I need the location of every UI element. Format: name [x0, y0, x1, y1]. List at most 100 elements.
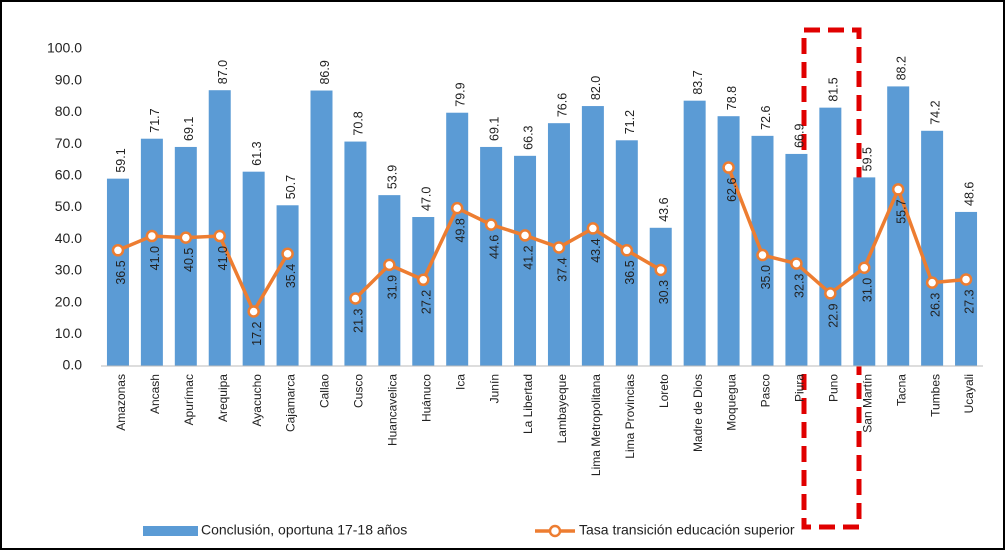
line-value-label: 17.2: [250, 321, 264, 345]
x-tick-label: Moquegua: [725, 374, 739, 431]
bar-value-label: 70.8: [352, 111, 366, 135]
bar-value-label: 59.1: [114, 148, 128, 172]
x-tick-label: Puno: [827, 374, 841, 402]
line-value-label: 26.3: [928, 293, 942, 317]
line-value-label: 30.3: [657, 280, 671, 304]
bar: [921, 130, 944, 366]
line-value-label: 41.0: [148, 246, 162, 270]
x-tick-label: Apurímac: [182, 374, 196, 425]
bar-value-label: 87.0: [216, 60, 230, 84]
x-tick-label: Junín: [487, 374, 501, 403]
x-tick-label: Ancash: [148, 374, 162, 414]
y-tick-label: 80.0: [55, 103, 82, 119]
bar-value-label: 48.6: [962, 182, 976, 206]
bar: [887, 86, 910, 366]
x-tick-label: Huancavelica: [386, 374, 400, 446]
bar: [514, 155, 537, 366]
bar-value-label: 74.2: [928, 100, 942, 124]
y-tick-label: 60.0: [55, 167, 82, 183]
bar-value-label: 47.0: [420, 187, 434, 211]
line-point: [790, 257, 803, 270]
bar: [140, 138, 163, 366]
bar-value-label: 72.6: [759, 105, 773, 129]
bar-value-label: 83.7: [691, 70, 705, 94]
line-value-label: 49.8: [453, 218, 467, 242]
line-point: [145, 229, 159, 243]
bar-value-label: 53.9: [386, 165, 400, 189]
line-point: [824, 287, 837, 300]
y-tick-label: 30.0: [55, 262, 82, 278]
bar-value-label: 78.8: [725, 86, 739, 110]
line-value-label: 35.4: [284, 264, 298, 288]
line-point: [247, 305, 260, 318]
x-tick-label: Cajamarca: [284, 374, 298, 432]
bar-value-label: 88.2: [894, 56, 908, 80]
bar-value-label: 71.2: [623, 110, 637, 134]
x-tick-label: Cusco: [352, 374, 366, 408]
legend-label: Conclusión, oportuna 17-18 años: [201, 522, 407, 538]
line-point: [552, 241, 566, 254]
bar-value-label: 59.5: [861, 147, 875, 171]
line-value-label: 37.4: [555, 257, 569, 281]
bar: [208, 90, 231, 367]
bar: [106, 178, 129, 366]
bar-value-label: 50.7: [284, 175, 298, 199]
x-tick-label: Arequipa: [216, 374, 230, 422]
bar-value-label: 79.9: [453, 82, 467, 106]
line-value-label: 36.5: [114, 260, 128, 284]
line-point: [484, 218, 498, 231]
line-value-label: 41.0: [216, 246, 230, 270]
line-point: [281, 247, 294, 261]
line-value-label: 43.4: [589, 238, 603, 262]
line-point: [111, 244, 125, 257]
bar: [446, 112, 469, 366]
bar: [480, 146, 503, 366]
line-point: [925, 276, 939, 289]
legend-label: Tasa transición educación superior: [579, 522, 795, 538]
line-point: [858, 261, 871, 274]
x-tick-label: Madre de Dios: [691, 374, 705, 452]
line-value-label: 31.9: [386, 275, 400, 299]
bar-value-label: 66.9: [793, 124, 807, 148]
bar-value-label: 86.9: [318, 60, 332, 84]
bar-value-label: 61.3: [250, 141, 264, 165]
bar-value-label: 71.7: [148, 108, 162, 132]
x-tick-label: Piura: [793, 374, 807, 402]
x-tick-label: Ucayali: [962, 374, 976, 413]
x-tick-label: Callao: [318, 374, 332, 408]
line-point: [722, 161, 735, 174]
x-tick-label: Lambayeque: [555, 374, 569, 444]
line-value-label: 55.7: [894, 199, 908, 223]
y-tick-label: 20.0: [55, 293, 82, 309]
line-point: [586, 222, 600, 235]
x-tick-label: Loreto: [657, 374, 671, 408]
line-point: [654, 263, 667, 277]
line-point: [518, 229, 532, 242]
x-tick-label: Tacna: [894, 374, 908, 406]
line-value-label: 41.2: [521, 245, 535, 269]
bar-value-label: 69.1: [487, 117, 501, 141]
line-point: [450, 201, 464, 215]
x-tick-label: Ayacucho: [250, 374, 264, 427]
bar: [378, 195, 401, 366]
line-value-label: 36.5: [623, 260, 637, 284]
line-point: [620, 244, 634, 257]
line-value-label: 22.9: [827, 303, 841, 327]
line-point: [891, 183, 905, 196]
y-tick-label: 100.0: [47, 40, 82, 56]
x-tick-label: Lima Provincias: [623, 374, 637, 459]
y-tick-label: 50.0: [55, 198, 82, 214]
line-value-label: 40.5: [182, 248, 196, 272]
x-tick-label: Pasco: [759, 374, 773, 408]
line-value-label: 62.6: [725, 178, 739, 202]
y-tick-label: 10.0: [55, 325, 82, 341]
bar-value-label: 66.3: [521, 125, 535, 149]
bar: [276, 205, 299, 366]
x-tick-label: Tumbes: [928, 374, 942, 417]
bar-value-label: 76.6: [555, 93, 569, 117]
bar: [310, 90, 333, 366]
x-tick-label: Ica: [453, 374, 467, 390]
y-tick-label: 70.0: [55, 135, 82, 151]
x-tick-label: Huánuco: [419, 374, 433, 422]
